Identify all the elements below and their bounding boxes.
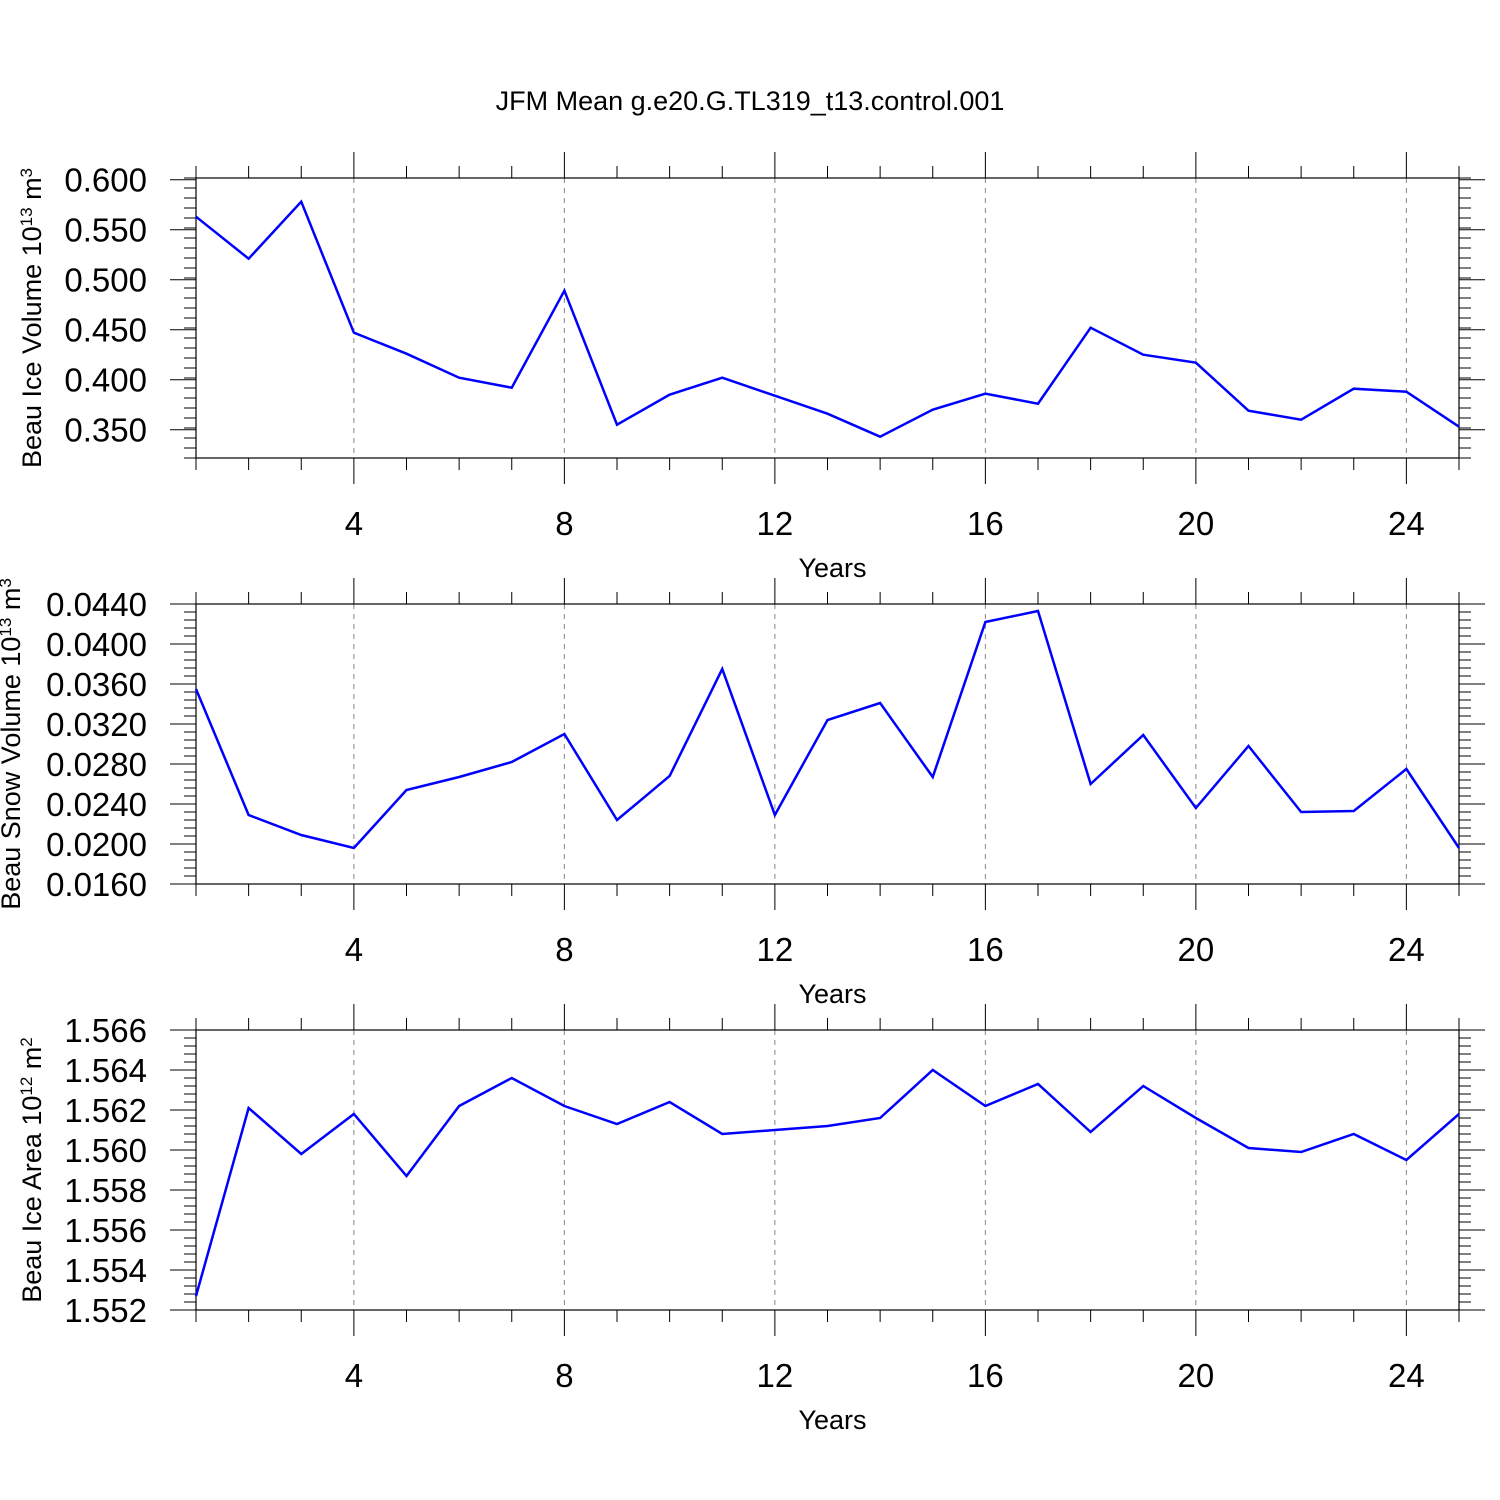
x-axis-label: Years xyxy=(798,553,866,583)
x-tick-label: 24 xyxy=(1388,505,1425,542)
y-tick-label: 1.554 xyxy=(64,1252,147,1289)
y-axis-label-unit: m xyxy=(17,177,47,207)
x-tick-label: 20 xyxy=(1178,1357,1215,1394)
x-tick-label: 24 xyxy=(1388,1357,1425,1394)
x-tick-label: 12 xyxy=(757,505,794,542)
y-tick-label: 0.400 xyxy=(64,362,147,399)
x-tick-label: 12 xyxy=(757,931,794,968)
plot-frame xyxy=(195,1029,1460,1311)
y-tick-label: 1.564 xyxy=(64,1052,147,1089)
y-tick-label: 1.556 xyxy=(64,1212,147,1249)
y-tick-label: 1.558 xyxy=(64,1172,147,1209)
y-axis-label-exponent: 12 xyxy=(17,1077,36,1096)
y-axis-label: Beau Ice Volume 1013 m3 xyxy=(17,168,48,468)
series-line xyxy=(195,199,1460,439)
x-tick-label: 8 xyxy=(555,505,573,542)
chart-panel-1: 4 8 12 16 20 24 Years 0.350 0.400 0.450 0.500 0.550… xyxy=(17,152,1485,583)
y-axis-label-text: Beau Snow Volume 10 xyxy=(0,637,26,910)
x-tick-label: 16 xyxy=(967,1357,1004,1394)
y-tick-label: 0.0400 xyxy=(46,626,147,663)
y-tick-label: 0.0440 xyxy=(46,586,147,623)
y-axis-label-exponent: 13 xyxy=(17,207,36,226)
y-axis-label-text: Beau Ice Volume 10 xyxy=(17,226,47,468)
x-tick-label: 16 xyxy=(967,931,1004,968)
y-axis-label-unit-exponent: 2 xyxy=(17,1037,36,1046)
y-tick-label: 0.0160 xyxy=(46,866,147,903)
y-tick-label: 0.450 xyxy=(64,312,147,349)
y-axis-label-unit: m xyxy=(0,588,26,618)
x-tick-label: 20 xyxy=(1178,931,1215,968)
y-tick-label: 0.0200 xyxy=(46,826,147,863)
chart-panel-2: 4 8 12 16 20 24Years0.01600.02000.02400.02800… xyxy=(0,578,1485,1009)
x-tick-label: 4 xyxy=(345,931,363,968)
plot-frame xyxy=(195,603,1460,885)
y-tick-label: 0.500 xyxy=(64,262,147,299)
y-axis-label-text: Beau Ice Area 10 xyxy=(17,1096,47,1303)
x-axis-label: Years xyxy=(798,979,866,1009)
x-tick-label: 24 xyxy=(1388,931,1425,968)
x-tick-label: 12 xyxy=(757,1357,794,1394)
x-tick-label: 8 xyxy=(555,931,573,968)
x-tick-label: 20 xyxy=(1178,505,1215,542)
x-tick-label: 8 xyxy=(555,1357,573,1394)
y-axis-label-unit-exponent: 3 xyxy=(0,578,15,587)
y-axis-label-unit: m xyxy=(17,1047,47,1077)
series-line xyxy=(194,609,1461,850)
y-axis-label: Beau Ice Area 1012 m2 xyxy=(17,1037,48,1303)
x-tick-label: 4 xyxy=(345,1357,363,1394)
y-tick-label: 0.550 xyxy=(64,212,147,249)
y-axis-label-exponent: 13 xyxy=(0,618,15,637)
chart-panel-3: 4 8 12 16 20 24 Years 1.5521.5541.5561.5581.560… xyxy=(17,1004,1485,1435)
y-tick-label: 0.350 xyxy=(64,412,147,449)
y-tick-label: 0.0240 xyxy=(46,786,147,823)
y-tick-label: 0.0280 xyxy=(46,746,147,783)
y-axis-label: Beau Snow Volume 1013 m3 xyxy=(0,578,26,910)
y-tick-label: 1.566 xyxy=(64,1012,147,1049)
plot-frame xyxy=(195,177,1460,459)
x-axis-label: Years xyxy=(798,1405,866,1435)
y-tick-label: 0.600 xyxy=(64,162,147,199)
y-tick-label: 0.0360 xyxy=(46,666,147,703)
y-tick-label: 0.0320 xyxy=(46,706,147,743)
y-tick-label: 1.560 xyxy=(64,1132,147,1169)
x-tick-label: 16 xyxy=(967,505,1004,542)
y-axis-label-unit-exponent: 3 xyxy=(17,168,36,177)
page-title: JFM Mean g.e20.G.TL319_t13.control.001 xyxy=(495,86,1005,116)
y-tick-label: 1.552 xyxy=(64,1292,147,1329)
series-line xyxy=(194,1068,1460,1297)
y-tick-label: 1.562 xyxy=(64,1092,147,1129)
x-tick-label: 4 xyxy=(345,505,363,542)
